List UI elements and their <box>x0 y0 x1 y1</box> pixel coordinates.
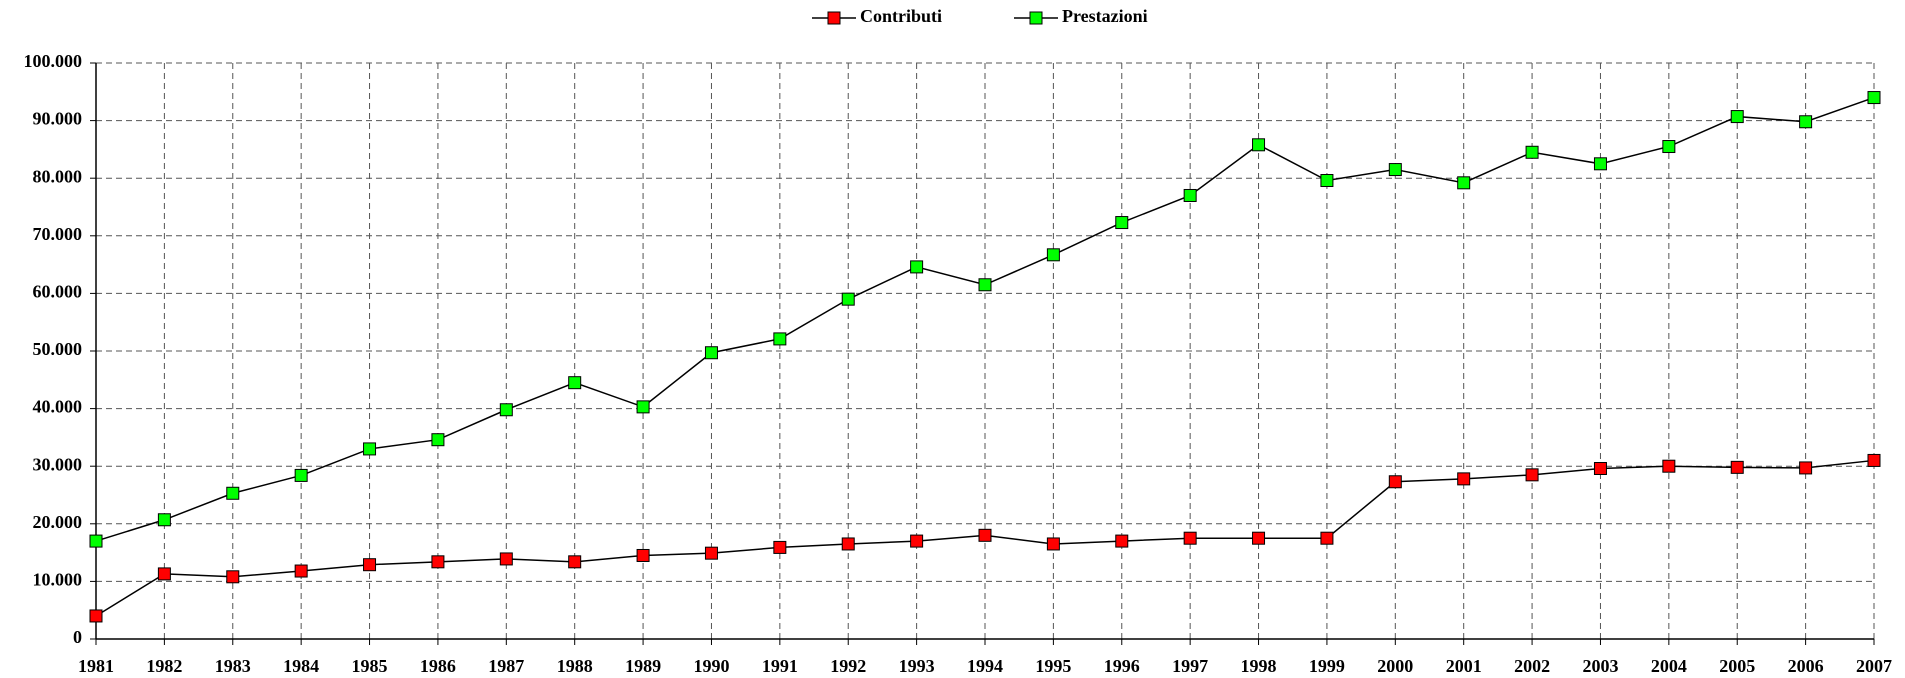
x-tick-label: 2001 <box>1446 656 1482 676</box>
data-point <box>1593 462 1607 476</box>
x-tick-label: 1986 <box>420 656 456 676</box>
data-point <box>89 534 103 548</box>
data-point <box>363 558 377 572</box>
x-tick-label: 1995 <box>1035 656 1071 676</box>
x-tick-label: 1983 <box>215 656 251 676</box>
data-point <box>1457 176 1471 190</box>
x-tick-label: 2002 <box>1514 656 1550 676</box>
x-tick-label: 1984 <box>283 656 319 676</box>
data-point <box>157 567 171 581</box>
data-point <box>1662 140 1676 154</box>
data-point <box>773 540 787 554</box>
x-tick-label: 1985 <box>352 656 388 676</box>
data-point <box>1525 468 1539 482</box>
legend-label: Prestazioni <box>1062 6 1148 26</box>
x-tick-label: 1994 <box>967 656 1003 676</box>
data-point <box>1252 138 1266 152</box>
data-point <box>636 548 650 562</box>
data-point <box>1525 145 1539 159</box>
x-tick-label: 1992 <box>830 656 866 676</box>
data-point <box>841 537 855 551</box>
data-point <box>704 346 718 360</box>
data-point <box>1046 248 1060 262</box>
data-point <box>499 552 513 566</box>
data-point <box>704 546 718 560</box>
x-tick-label: 2006 <box>1788 656 1824 676</box>
x-tick-label: 1982 <box>146 656 182 676</box>
data-point <box>1730 460 1744 474</box>
data-point <box>1730 110 1744 124</box>
legend-marker <box>827 11 841 25</box>
data-point <box>910 534 924 548</box>
x-tick-label: 1999 <box>1309 656 1345 676</box>
x-tick-label: 1987 <box>488 656 524 676</box>
x-tick-label: 2007 <box>1856 656 1892 676</box>
data-point <box>773 332 787 346</box>
data-point <box>1867 453 1881 467</box>
x-tick-label: 1989 <box>625 656 661 676</box>
data-point <box>363 442 377 456</box>
y-tick-label: 50.000 <box>33 339 83 359</box>
data-point <box>226 570 240 584</box>
data-point <box>157 513 171 527</box>
data-point <box>1320 174 1334 188</box>
data-point <box>568 376 582 390</box>
x-tick-label: 1990 <box>693 656 729 676</box>
data-point <box>226 486 240 500</box>
legend-label: Contributi <box>860 6 942 26</box>
y-tick-label: 90.000 <box>33 109 83 129</box>
data-point <box>841 292 855 306</box>
data-point <box>568 555 582 569</box>
data-point <box>294 468 308 482</box>
data-point <box>1252 531 1266 545</box>
data-point <box>1799 461 1813 475</box>
x-tick-label: 1988 <box>557 656 593 676</box>
x-tick-label: 2000 <box>1377 656 1413 676</box>
y-tick-label: 0 <box>73 627 82 647</box>
data-point <box>1388 163 1402 177</box>
x-tick-label: 1998 <box>1241 656 1277 676</box>
data-point <box>1662 459 1676 473</box>
data-point <box>910 260 924 274</box>
y-tick-label: 20.000 <box>33 512 83 532</box>
y-tick-label: 80.000 <box>33 166 83 186</box>
data-point <box>1320 531 1334 545</box>
data-point <box>1046 537 1060 551</box>
y-tick-label: 100.000 <box>24 51 83 71</box>
x-tick-label: 2004 <box>1651 656 1687 676</box>
data-point <box>1593 157 1607 171</box>
x-tick-label: 1996 <box>1104 656 1140 676</box>
data-point <box>1115 534 1129 548</box>
data-point <box>978 278 992 292</box>
data-point <box>1457 472 1471 486</box>
data-point <box>1867 91 1881 105</box>
x-tick-label: 2005 <box>1719 656 1755 676</box>
y-tick-label: 10.000 <box>33 570 83 590</box>
data-point <box>431 433 445 447</box>
x-tick-label: 1993 <box>899 656 935 676</box>
data-point <box>1115 216 1129 230</box>
data-point <box>89 609 103 623</box>
data-point <box>294 564 308 578</box>
x-tick-label: 1997 <box>1172 656 1208 676</box>
y-tick-label: 40.000 <box>33 397 83 417</box>
legend-marker <box>1029 11 1043 25</box>
x-tick-label: 1991 <box>762 656 798 676</box>
data-point <box>431 555 445 569</box>
x-tick-label: 2003 <box>1582 656 1618 676</box>
y-tick-label: 30.000 <box>33 454 83 474</box>
data-point <box>1183 188 1197 202</box>
data-point <box>1183 531 1197 545</box>
data-point <box>1388 475 1402 489</box>
data-point <box>636 400 650 414</box>
y-tick-label: 70.000 <box>33 224 83 244</box>
data-point <box>978 528 992 542</box>
data-point <box>499 403 513 417</box>
x-tick-label: 1981 <box>78 656 114 676</box>
data-point <box>1799 115 1813 129</box>
y-tick-label: 60.000 <box>33 282 83 302</box>
